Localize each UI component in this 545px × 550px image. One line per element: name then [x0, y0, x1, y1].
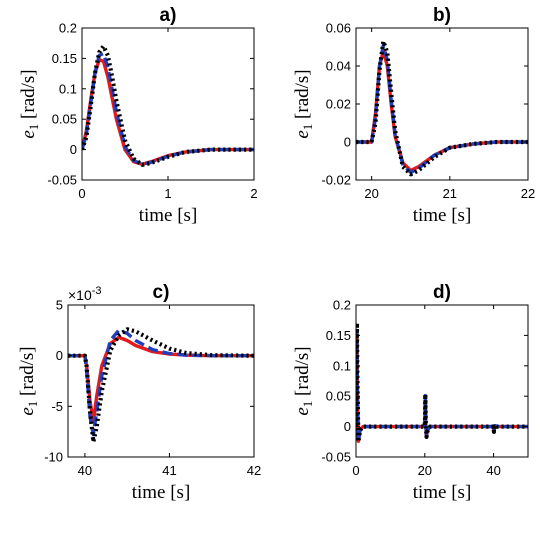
- y-tick-label-d: 0.05: [326, 389, 351, 404]
- y-tick-label-d: 0.2: [333, 298, 351, 313]
- x-tick-label-c: 42: [247, 463, 261, 478]
- panel-title-c: c): [153, 282, 170, 303]
- plot-frame-c: [67, 304, 255, 458]
- series-c-1: [68, 328, 254, 437]
- y-tick-label-c: -10: [44, 450, 63, 465]
- y-tick-label-a: -0.05: [47, 173, 77, 188]
- x-axis-label-c: time [s]: [132, 482, 191, 503]
- plot-frame-d: [355, 304, 529, 458]
- x-tick-label-b: 21: [443, 186, 457, 201]
- x-tick-label-d: 0: [352, 463, 359, 478]
- y-tick-label-a: 0.05: [52, 112, 77, 127]
- panel-c: 40 41 42 -10 -5 0 5 c) time [s] e1 [rad/s] ×10-3: [17, 282, 261, 503]
- y-tick-label-c: 0: [56, 348, 63, 363]
- y-tick-label-d: 0: [344, 419, 351, 434]
- x-tick-label-b: 20: [364, 186, 378, 201]
- y-tick-label-a: 0.2: [59, 21, 77, 36]
- y-tick-label-b: -0.02: [321, 173, 351, 188]
- y-tick-label-b: 0.06: [326, 21, 351, 36]
- y-tick-label-a: 0.1: [59, 81, 77, 96]
- y-tick-label-a: 0.15: [52, 51, 77, 66]
- x-tick-label-d: 40: [486, 463, 500, 478]
- y-tick-label-d: 0.15: [326, 328, 351, 343]
- x-tick-label-d: 20: [418, 463, 432, 478]
- series-b-1: [356, 43, 528, 175]
- y-axis-label-c: e1 [rad/s]: [17, 346, 40, 415]
- x-tick-label-c: 40: [78, 463, 92, 478]
- series-a-2: [82, 44, 254, 167]
- y-axis-label-b: e1 [rad/s]: [292, 69, 315, 138]
- y-tick-label-c: -5: [51, 399, 63, 414]
- panel-title-a: a): [160, 5, 177, 26]
- series-b-0: [356, 49, 528, 173]
- panel-title-b: b): [433, 5, 451, 26]
- y-tick-label-a: 0: [70, 142, 77, 157]
- x-axis-label-b: time [s]: [413, 205, 472, 226]
- y-exponent-c: ×10-3: [68, 285, 102, 303]
- panel-title-d: d): [433, 282, 451, 303]
- x-axis-label-a: time [s]: [139, 205, 198, 226]
- x-axis-label-d: time [s]: [413, 482, 472, 503]
- y-tick-label-c: 5: [56, 298, 63, 313]
- y-axis-label-d: e1 [rad/s]: [292, 346, 315, 415]
- y-tick-label-d: 0.1: [333, 358, 351, 373]
- series-c-2: [68, 327, 254, 444]
- y-axis-label-a: e1 [rad/s]: [18, 69, 41, 138]
- x-tick-label-a: 0: [78, 186, 85, 201]
- series-a-1: [82, 51, 254, 166]
- y-tick-label-d: -0.05: [321, 450, 351, 465]
- series-d-2: [356, 321, 528, 444]
- y-tick-label-b: 0.02: [326, 97, 351, 112]
- x-tick-label-c: 41: [162, 463, 176, 478]
- x-tick-label-b: 22: [521, 186, 535, 201]
- y-tick-label-b: 0: [344, 135, 351, 150]
- x-tick-label-a: 1: [164, 186, 171, 201]
- y-tick-label-b: 0.04: [326, 59, 351, 74]
- x-tick-label-a: 2: [250, 186, 257, 201]
- panel-b: 20 21 22 -0.02 0 0.02 0.04 0.06 b) time [s] e1 [ra…: [292, 5, 535, 226]
